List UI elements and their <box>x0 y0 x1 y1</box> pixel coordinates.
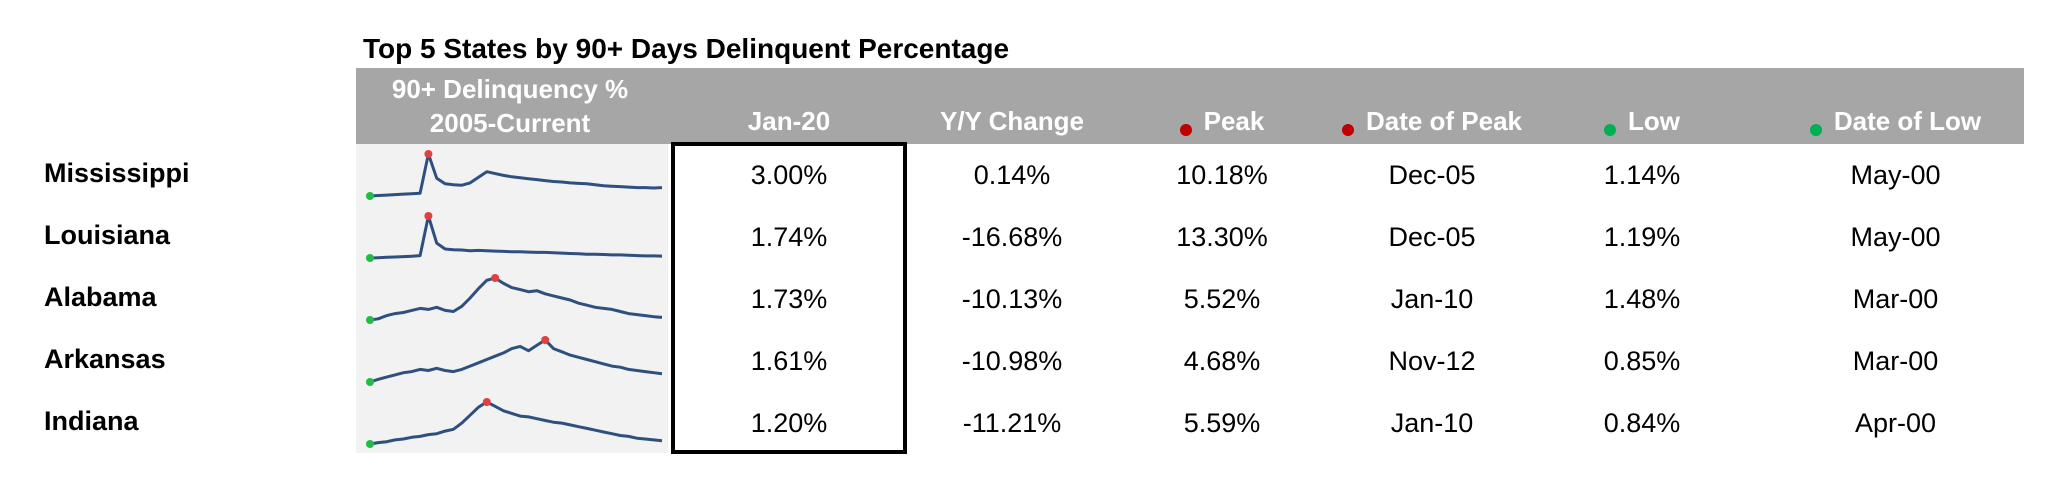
yy-change-value: -10.13% <box>961 284 1063 314</box>
yy-change-value: -10.98% <box>961 346 1063 376</box>
sparkline-low-marker <box>366 254 374 262</box>
sparkline-low-marker <box>366 378 374 386</box>
current-column-highlight <box>671 142 907 454</box>
current-value: 1.73% <box>750 284 828 314</box>
sparkline-peak-marker <box>482 398 491 406</box>
yy-change-value: 0.14% <box>973 160 1051 190</box>
current-value: 1.61% <box>750 346 828 376</box>
peak-dot-icon <box>1179 124 1192 136</box>
header-low-label: Low <box>1628 106 1680 136</box>
sparkline-mississippi <box>366 150 663 200</box>
sparkline-peak-marker <box>424 212 433 220</box>
low-value: 0.84% <box>1603 408 1681 438</box>
sparkline-series <box>369 338 663 384</box>
low-date-value: Mar-00 <box>1852 284 1939 314</box>
peak-value: 5.59% <box>1183 408 1261 438</box>
header-low-date-label: Date of Low <box>1833 106 1982 136</box>
header-sparkline-line2: 2005-Current <box>429 108 591 138</box>
sparkline-arkansas <box>366 336 663 386</box>
state-label: Alabama <box>44 282 157 312</box>
peak-value: 10.18% <box>1176 160 1268 190</box>
current-value: 3.00% <box>750 160 828 190</box>
low-value: 0.85% <box>1603 346 1681 376</box>
peak-date-value: Jan-10 <box>1390 284 1474 314</box>
header-peak-date: Date of Peak <box>1327 68 1537 144</box>
state-label: Arkansas <box>44 344 166 374</box>
sparkline-indiana <box>366 398 663 448</box>
header-peak-date-label: Date of Peak <box>1365 106 1523 136</box>
header-low-date: Date of Low <box>1767 68 2024 144</box>
state-label: Indiana <box>44 406 139 436</box>
table-title: Top 5 States by 90+ Days Delinquent Perc… <box>363 33 1010 64</box>
low-dot-icon <box>1604 124 1616 136</box>
low-date-value: Mar-00 <box>1852 346 1939 376</box>
current-value: 1.20% <box>750 408 828 438</box>
low-date-dot-icon <box>1809 124 1822 136</box>
peak-value: 4.68% <box>1183 346 1261 376</box>
sparkline-series <box>369 276 663 322</box>
low-value: 1.48% <box>1603 284 1681 314</box>
peak-value: 13.30% <box>1176 222 1268 252</box>
sparkline-series <box>369 152 663 198</box>
sparkline-panel <box>356 144 668 453</box>
sparkline-series <box>369 400 663 446</box>
sparkline-louisiana <box>366 212 663 262</box>
sparkline-peak-marker <box>541 336 550 344</box>
yy-change-value: -11.21% <box>962 408 1062 438</box>
sparkline-alabama <box>366 274 663 324</box>
header-peak: Peak <box>1117 68 1327 144</box>
sparkline-peak-marker <box>424 150 433 158</box>
state-label: Mississippi <box>44 158 190 188</box>
sparkline-low-marker <box>366 440 374 448</box>
sparkline-low-marker <box>366 192 374 200</box>
low-date-value: May-00 <box>1850 222 1941 252</box>
header-sparkline: 90+ Delinquency % 2005-Current <box>356 68 664 144</box>
current-value: 1.74% <box>750 222 828 252</box>
low-value: 1.14% <box>1603 160 1681 190</box>
low-date-value: Apr-00 <box>1854 408 1937 438</box>
header-low: Low <box>1537 68 1747 144</box>
state-label: Louisiana <box>44 220 171 250</box>
peak-date-dot-icon <box>1341 124 1354 136</box>
peak-date-value: Jan-10 <box>1390 408 1474 438</box>
peak-date-value: Dec-05 <box>1388 160 1476 190</box>
peak-date-value: Nov-12 <box>1388 346 1476 376</box>
sparkline-peak-marker <box>491 274 500 282</box>
sparkline-series <box>369 214 663 260</box>
low-date-value: May-00 <box>1850 160 1941 190</box>
peak-value: 5.52% <box>1183 284 1261 314</box>
low-value: 1.19% <box>1603 222 1681 252</box>
peak-date-value: Dec-05 <box>1388 222 1476 252</box>
header-yy-change: Y/Y Change <box>939 106 1084 136</box>
header-current: Jan-20 <box>747 106 831 136</box>
sparkline-low-marker <box>366 316 374 324</box>
header-sparkline-line1: 90+ Delinquency % <box>391 74 629 104</box>
yy-change-value: -16.68% <box>961 222 1063 252</box>
header-peak-label: Peak <box>1203 106 1265 136</box>
